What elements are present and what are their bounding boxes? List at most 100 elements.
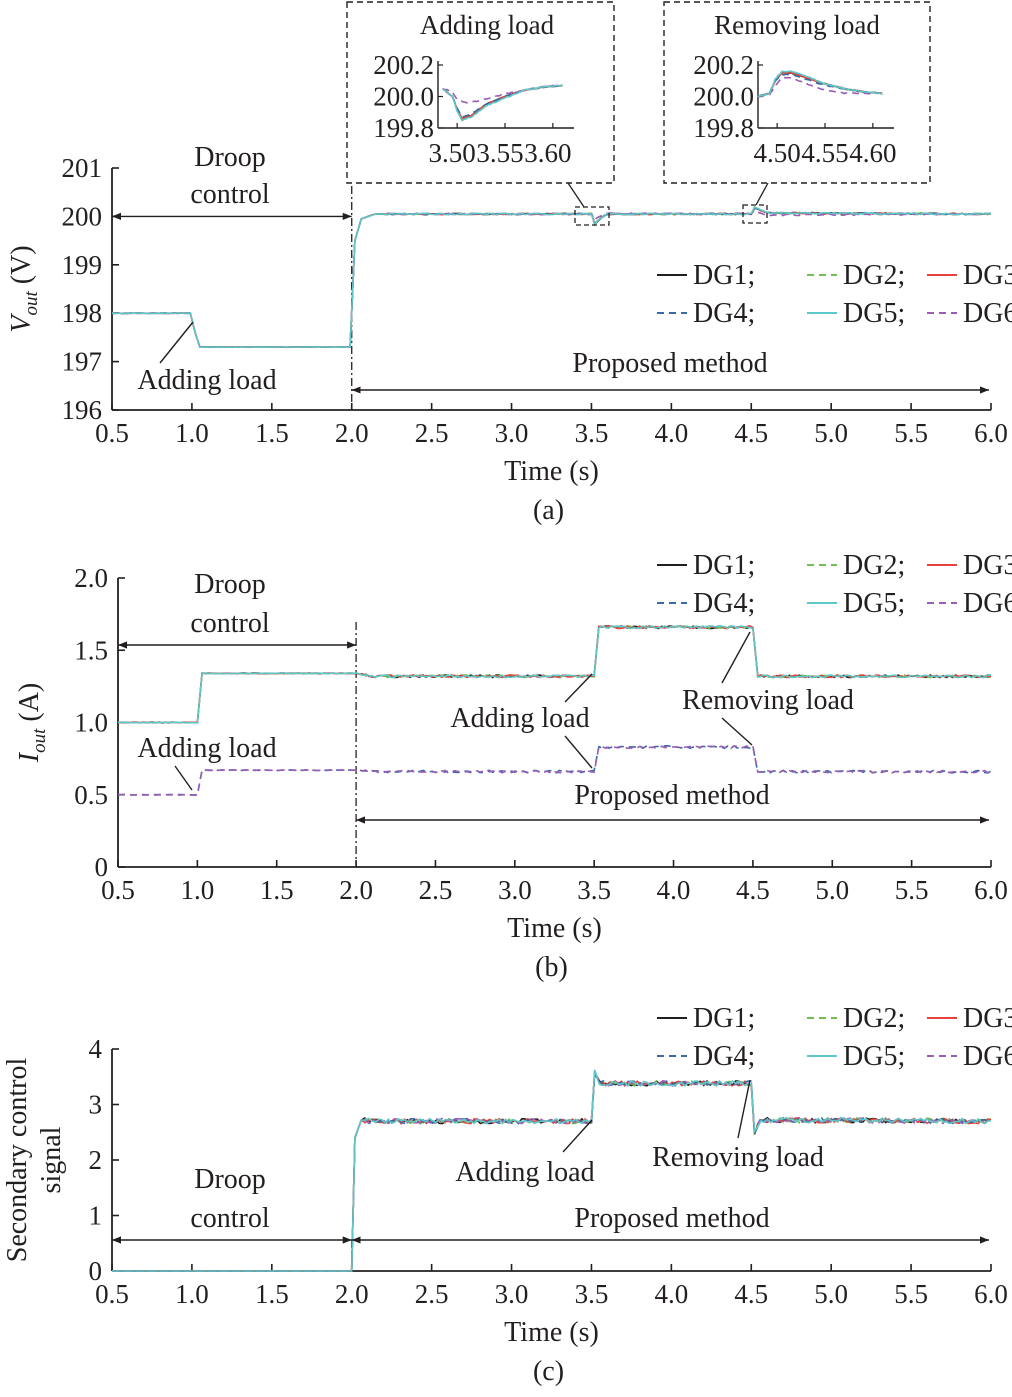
x-tick-label: 5.0 bbox=[815, 875, 849, 905]
panel-caption: (c) bbox=[533, 1356, 564, 1387]
y-ticks-c: 0 1 2 3 4 bbox=[89, 1034, 119, 1286]
zoom-connector bbox=[567, 182, 585, 208]
y-axis-label: Vout (V) bbox=[6, 245, 42, 332]
panel-caption: (a) bbox=[533, 495, 564, 526]
legend: DG1; DG2; DG3 DG4; DG5; DG6 bbox=[657, 550, 1012, 619]
x-tick-label: 1.0 bbox=[175, 1279, 209, 1309]
x-tick-label: 3.0 bbox=[495, 418, 529, 448]
legend-item-dg1: DG1; bbox=[657, 260, 755, 291]
x-tick-label: 2.0 bbox=[335, 418, 369, 448]
legend-label: DG3 bbox=[963, 260, 1012, 291]
legend-item-dg4: DG4; bbox=[657, 298, 755, 329]
legend-label: DG6 bbox=[963, 1041, 1012, 1072]
legend-label: DG1; bbox=[693, 1003, 755, 1034]
legend-item-dg5: DG5; bbox=[807, 1041, 905, 1072]
annotation-control: control bbox=[190, 608, 270, 639]
legend-label: DG4; bbox=[693, 1041, 755, 1072]
annotation-leader bbox=[562, 1119, 593, 1153]
annotation-leader bbox=[737, 1079, 751, 1139]
x-tick-label: 4.0 bbox=[657, 875, 691, 905]
legend-label: DG6 bbox=[963, 588, 1012, 619]
annotation-leader bbox=[564, 673, 593, 703]
inset-x-tick-label: 3.50 bbox=[429, 138, 476, 168]
annotation-proposed-method: Proposed method bbox=[572, 348, 767, 379]
inset-frame bbox=[663, 1, 931, 184]
annotation-adding-load: Adding load bbox=[137, 733, 276, 764]
annotation-control: control bbox=[190, 1203, 270, 1234]
legend-item-dg5: DG5; bbox=[807, 588, 905, 619]
y-tick-label: 2.0 bbox=[74, 563, 108, 593]
legend-item-dg2: DG2; bbox=[807, 550, 905, 581]
x-tick-label: 4.0 bbox=[654, 418, 688, 448]
annotation-removing-load: Removing load bbox=[682, 685, 854, 716]
inset-y-tick-label: 200.0 bbox=[373, 82, 434, 112]
series-line-dg5 bbox=[117, 625, 992, 724]
x-tick-label: 0.5 bbox=[95, 1279, 129, 1309]
legend-label: DG2; bbox=[843, 260, 905, 291]
legend-item-dg2: DG2; bbox=[807, 1003, 905, 1034]
legend-label: DG4; bbox=[693, 588, 755, 619]
x-tick-label: 4.5 bbox=[734, 1279, 768, 1309]
legend-item-dg6: DG6 bbox=[927, 588, 1012, 619]
x-tick-label: 5.5 bbox=[894, 1279, 928, 1309]
x-ticks-a: 0.5 1.0 1.5 2.0 2.5 3.0 3.5 4.0 4.5 5.0 5.5 6.0 bbox=[95, 403, 1008, 448]
y-tick-label: 4 bbox=[89, 1034, 103, 1064]
legend-label: DG5; bbox=[843, 298, 905, 329]
x-tick-label: 2.5 bbox=[419, 875, 453, 905]
inset-y-tick-label: 199.8 bbox=[373, 113, 434, 143]
zoom-box-adding bbox=[574, 206, 610, 226]
legend-item-dg3: DG3 bbox=[927, 1003, 1012, 1034]
x-tick-label: 1.0 bbox=[180, 875, 214, 905]
x-tick-label: 3.0 bbox=[498, 875, 532, 905]
x-tick-label: 5.0 bbox=[814, 1279, 848, 1309]
series-a bbox=[111, 205, 992, 349]
x-tick-label: 3.5 bbox=[575, 418, 609, 448]
annotation-adding-load: Adding load bbox=[450, 703, 589, 734]
inset-series-line-dg5 bbox=[442, 84, 563, 122]
annotation-adding-load: Adding load bbox=[137, 365, 276, 396]
panel-b: 0.5 1.0 1.5 2.0 2.5 3.0 3.5 4.0 4.5 5.0 5.5 6.000.5… bbox=[14, 550, 1012, 983]
inset-x-tick-label: 4.60 bbox=[849, 138, 896, 168]
x-tick-label: 2.0 bbox=[339, 875, 373, 905]
legend-label: DG4; bbox=[693, 298, 755, 329]
x-tick-label: 4.5 bbox=[734, 418, 768, 448]
x-tick-label: 2.5 bbox=[415, 418, 449, 448]
x-tick-label: 1.0 bbox=[175, 418, 209, 448]
y-tick-label: 199 bbox=[62, 250, 103, 280]
legend-item-dg4: DG4; bbox=[657, 1041, 755, 1072]
panel-caption: (b) bbox=[535, 952, 568, 983]
y-tick-label: 2 bbox=[89, 1145, 103, 1175]
inset-y-tick-label: 200.0 bbox=[693, 82, 754, 112]
y-ticks-b: 0 0.5 1.0 1.5 2.0 bbox=[74, 563, 125, 882]
inset-series-line-dg4 bbox=[757, 72, 883, 98]
y-axis-label: signal bbox=[36, 1126, 67, 1193]
inset-x-tick-label: 3.55 bbox=[476, 138, 523, 168]
legend-item-dg2: DG2; bbox=[807, 260, 905, 291]
x-tick-label: 6.0 bbox=[974, 875, 1008, 905]
legend: DG1; DG2; DG3 DG4; DG5; DG6 bbox=[657, 260, 1012, 329]
x-axis-label: Time (s) bbox=[504, 1317, 599, 1348]
y-axis-label: Iout (A) bbox=[14, 683, 50, 763]
x-ticks-b: 0.5 1.0 1.5 2.0 2.5 3.0 3.5 4.0 4.5 5.0 5.5 6.0 bbox=[101, 860, 1008, 905]
annotation-droop: Droop bbox=[194, 569, 266, 600]
legend-label: DG3 bbox=[963, 1003, 1012, 1034]
inset-series-line-dg5 bbox=[757, 70, 883, 98]
legend-label: DG5; bbox=[843, 588, 905, 619]
series-line-dg5 bbox=[111, 206, 992, 349]
y-tick-label: 0.5 bbox=[74, 780, 108, 810]
annotation-proposed-method: Proposed method bbox=[574, 780, 769, 811]
legend-item-dg3: DG3 bbox=[927, 550, 1012, 581]
inset-x-tick-label: 4.50 bbox=[754, 138, 801, 168]
inset-title: Adding load bbox=[420, 10, 555, 40]
x-tick-label: 0.5 bbox=[101, 875, 135, 905]
panel-c: 0.5 1.0 1.5 2.0 2.5 3.0 3.5 4.0 4.5 5.0 5.5 6.0 0 1 2 3… bbox=[2, 1003, 1012, 1387]
annotation-adding-load: Adding load bbox=[455, 1157, 594, 1188]
zoom-connector bbox=[755, 182, 769, 206]
x-tick-label: 2.0 bbox=[335, 1279, 369, 1309]
legend-item-dg5: DG5; bbox=[807, 298, 905, 329]
annotation-proposed-method: Proposed method bbox=[574, 1203, 769, 1234]
annotation-leader bbox=[174, 765, 193, 791]
legend-label: DG3 bbox=[963, 550, 1012, 581]
